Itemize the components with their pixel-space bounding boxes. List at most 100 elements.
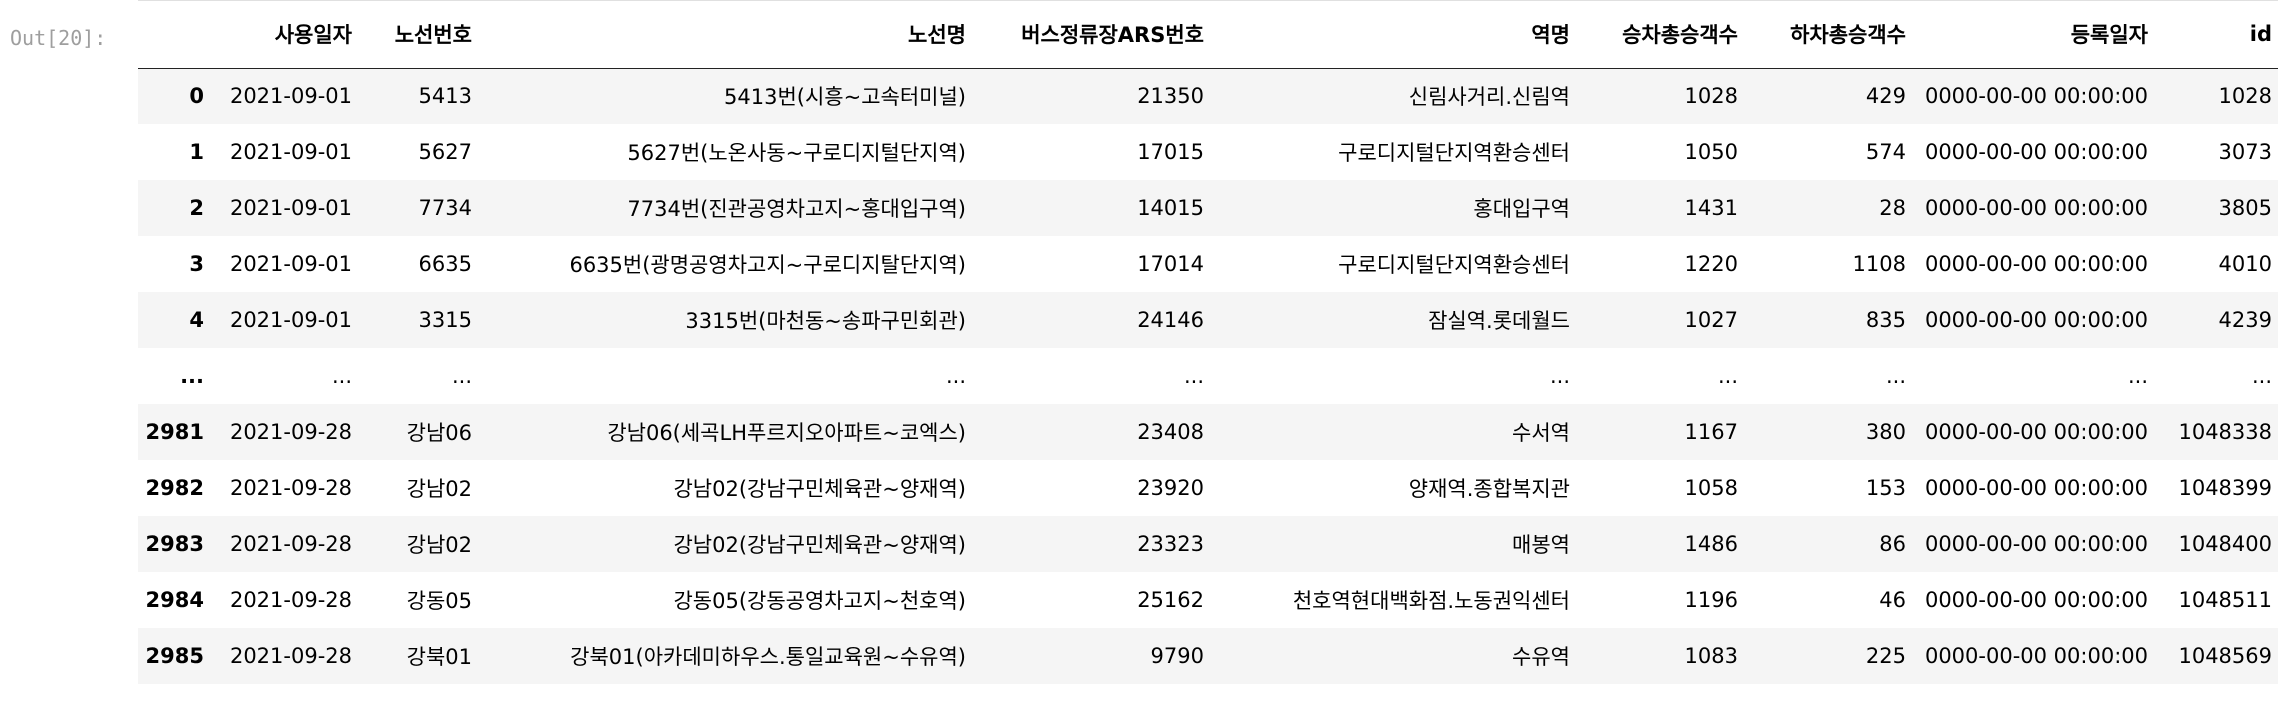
table-cell: 강동05(강동공영차고지~천호역)	[673, 589, 966, 613]
column-header: 노선번호	[358, 0, 478, 69]
row-index: 1	[189, 140, 204, 164]
table-cell: 21350	[1137, 84, 1204, 109]
table-cell: 1083	[1684, 644, 1738, 668]
table-cell: 6635	[418, 252, 472, 276]
table-cell: 강북01	[406, 645, 472, 669]
table-row: 1 2021-09-01 5627 5627번(노온사동~구로디지털단지역) 17015…	[138, 124, 2278, 180]
table-cell: 3315	[418, 308, 472, 332]
table-cell: 1108	[1852, 252, 1906, 276]
table-cell: 1048511	[2178, 588, 2272, 612]
table-cell: 5413	[418, 84, 472, 109]
table-cell: 1167	[1684, 420, 1738, 444]
column-header: 승차총승객수	[1576, 0, 1744, 69]
table-cell: 수서역	[1512, 421, 1570, 445]
table-cell: 0000-00-00 00:00:00	[1924, 588, 2148, 612]
table-cell: 2021-09-28	[229, 420, 352, 444]
table-cell: 9790	[1150, 644, 1204, 668]
table-cell: 1028	[1684, 84, 1738, 109]
table-cell: 강남06(세곡LH푸르지오아파트~코엑스)	[607, 421, 966, 445]
table-cell: 14015	[1137, 196, 1204, 220]
table-cell: 0000-00-00 00:00:00	[1924, 308, 2148, 332]
row-index: 2	[189, 196, 204, 220]
table-row: 4 2021-09-01 3315 3315번(마천동~송파구민회관) 24146 잠실역…	[138, 292, 2278, 348]
table-cell: 2021-09-28	[229, 644, 352, 668]
table-cell: 2021-09-01	[229, 252, 352, 276]
row-index: 2984	[145, 588, 204, 612]
table-cell: 2021-09-28	[229, 588, 352, 612]
table-cell: 3073	[2218, 140, 2272, 164]
table-cell: 천호역현대백화점.노동권익센터	[1292, 589, 1570, 613]
table-cell: 5627	[418, 140, 472, 164]
table-cell: 835	[1865, 308, 1906, 332]
table-cell: ...	[945, 364, 966, 388]
table-row: 2984 2021-09-28 강동05 강동05(강동공영차고지~천호역) 25162…	[138, 572, 2278, 628]
table-row: 2985 2021-09-28 강북01 강북01(아카데미하우스.통일교육원~수유역…	[138, 628, 2278, 684]
table-cell: 양재역.종합복지관	[1408, 477, 1570, 501]
table-cell: 5627번(노온사동~구로디지털단지역)	[627, 141, 966, 165]
table-cell: 강남02(강남구민체육관~양재역)	[673, 477, 966, 501]
table-cell: 0000-00-00 00:00:00	[1924, 420, 2148, 444]
table-cell: 17014	[1137, 252, 1204, 276]
table-cell: 17015	[1137, 140, 1204, 164]
table-cell: 1058	[1684, 476, 1738, 500]
table-cell: 0000-00-00 00:00:00	[1924, 476, 2148, 500]
table-row: 2 2021-09-01 7734 7734번(진관공영차고지~홍대입구역) 14015…	[138, 180, 2278, 236]
table-cell: ...	[1183, 364, 1204, 388]
header-row: 사용일자 노선번호 노선명 버스정류장ARS번호 역명 승차총승객수 하차총승객수 등록일자 i…	[138, 0, 2278, 69]
table-row: 2981 2021-09-28 강남06 강남06(세곡LH푸르지오아파트~코엑스) 2…	[138, 404, 2278, 460]
table-row: 2982 2021-09-28 강남02 강남02(강남구민체육관~양재역) 23920…	[138, 460, 2278, 516]
dataframe-table: 사용일자 노선번호 노선명 버스정류장ARS번호 역명 승차총승객수 하차총승객수 등록일자 i…	[138, 0, 2278, 684]
table-cell: 23408	[1137, 420, 1204, 444]
table-cell: 0000-00-00 00:00:00	[1924, 84, 2148, 109]
table-cell: 1196	[1684, 588, 1738, 612]
table-cell: ...	[2251, 364, 2272, 388]
table-row: 0 2021-09-01 5413 5413번(시흥~고속터미널) 21350 신림사거리…	[138, 68, 2278, 124]
table-cell: 0000-00-00 00:00:00	[1924, 252, 2148, 276]
table-cell: 1220	[1684, 252, 1738, 276]
top-divider	[138, 0, 2278, 1]
table-cell: 2021-09-28	[229, 476, 352, 500]
row-index: 2983	[145, 532, 204, 556]
table-cell: 5413번(시흥~고속터미널)	[724, 85, 966, 110]
column-header: 사용일자	[210, 0, 358, 69]
table-cell: 홍대입구역	[1473, 197, 1570, 221]
table-cell: 153	[1865, 476, 1906, 500]
table-cell: 380	[1865, 420, 1906, 444]
row-index: 4	[189, 308, 204, 332]
row-index: 3	[189, 252, 204, 276]
table-cell: ...	[1885, 364, 1906, 388]
table-body: 0 2021-09-01 5413 5413번(시흥~고속터미널) 21350 신림사거리…	[138, 68, 2278, 684]
table-cell: 23323	[1137, 532, 1204, 556]
column-header: 하차총승객수	[1744, 0, 1912, 69]
table-cell: 24146	[1137, 308, 1204, 332]
table-cell: 1486	[1684, 532, 1738, 556]
table-cell: 0000-00-00 00:00:00	[1924, 532, 2148, 556]
table-cell: ...	[1717, 364, 1738, 388]
table-cell: 25162	[1137, 588, 1204, 612]
table-cell: 23920	[1137, 476, 1204, 500]
table-cell: 1048399	[2178, 476, 2272, 500]
table-cell: 574	[1865, 140, 1906, 164]
table-cell: 0000-00-00 00:00:00	[1924, 140, 2148, 164]
table-cell: 3315번(마천동~송파구민회관)	[685, 309, 966, 333]
table-cell: 1048338	[2178, 420, 2272, 444]
table-cell: 강남02	[406, 477, 472, 501]
index-header	[138, 0, 210, 69]
table-cell: 86	[1879, 532, 1906, 556]
table-cell: 잠실역.롯데월드	[1428, 309, 1570, 333]
table-cell: 4239	[2218, 308, 2272, 332]
column-header: id	[2154, 0, 2278, 69]
table-cell: 2021-09-01	[229, 308, 352, 332]
row-index: 2981	[145, 420, 204, 444]
row-index: 2985	[145, 644, 204, 668]
table-cell: 강북01(아카데미하우스.통일교육원~수유역)	[570, 645, 966, 669]
row-index: ...	[180, 364, 204, 388]
table-cell: ...	[451, 364, 472, 388]
dataframe-container: 사용일자 노선번호 노선명 버스정류장ARS번호 역명 승차총승객수 하차총승객수 등록일자 i…	[138, 0, 2278, 684]
table-cell: 4010	[2218, 252, 2272, 276]
table-row: 3 2021-09-01 6635 6635번(광명공영차고지~구로디지탈단지역) 17…	[138, 236, 2278, 292]
table-cell: ...	[2127, 364, 2148, 388]
column-header: 노선명	[478, 0, 972, 69]
column-header: 역명	[1210, 0, 1576, 69]
